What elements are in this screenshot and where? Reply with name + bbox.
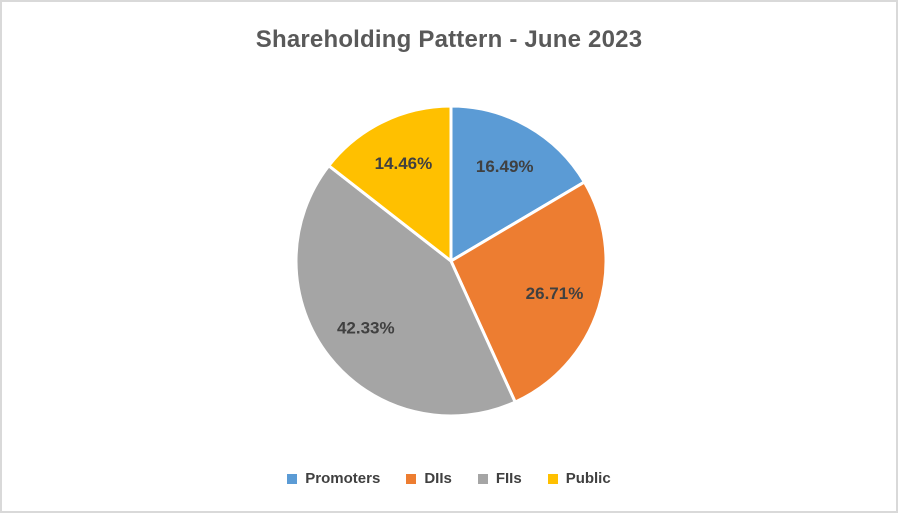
legend-label-diis: DIIs [424,470,452,487]
slice-label-fiis: 42.33% [337,319,395,338]
legend-swatch-public [547,473,558,484]
chart-title: Shareholding Pattern - June 2023 [255,26,643,53]
pie-slice-promoters[interactable] [449,104,586,263]
legend-label-promoters: Promoters [305,470,381,487]
slice-label-promoters: 16.49% [476,157,534,176]
legend-item-public[interactable]: Public [547,470,611,487]
pie-slice-fiis[interactable] [294,164,517,418]
legend-swatch-fiis [477,473,488,484]
legend-label-public: Public [565,470,611,487]
legend-item-diis[interactable]: DIIs [406,470,452,487]
pie-slice-public[interactable] [327,104,453,263]
legend-swatch-promoters [287,473,298,484]
legend-item-promoters[interactable]: Promoters [287,470,380,487]
pie-slice-diis[interactable] [449,180,608,404]
legend-label-fiis: FIIs [495,470,522,487]
legend-swatch-diis [406,473,417,484]
slice-label-diis: 26.71% [526,284,584,303]
slice-label-public: 14.46% [375,154,433,173]
legend: Promoters DIIs FIIs Public [2,470,896,487]
legend-item-fiis[interactable]: FIIs [477,470,522,487]
